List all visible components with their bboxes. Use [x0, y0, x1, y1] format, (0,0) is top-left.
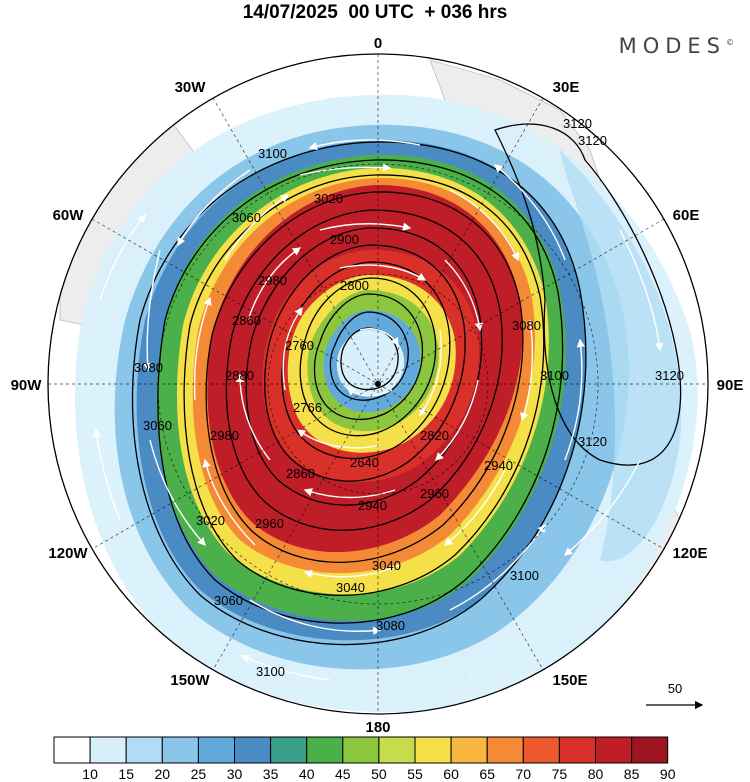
colorbar-swatch [90, 737, 126, 763]
contour-label: 2900 [330, 232, 359, 247]
lon-label-90w: 90W [11, 377, 43, 394]
contour-label: 3100 [256, 664, 285, 679]
colorbar-swatch [523, 737, 559, 763]
contour-label: 2640 [350, 455, 379, 470]
pole-marker [375, 381, 381, 387]
colorbar-label: 85 [624, 766, 640, 782]
colorbar-label: 30 [227, 766, 243, 782]
colorbar-swatch [487, 737, 523, 763]
colorbar-swatch [451, 737, 487, 763]
contour-label: 2800 [340, 278, 369, 293]
contour-label: 3100 [258, 146, 287, 161]
contour-label: 2860 [286, 466, 315, 481]
colorbar-swatch [559, 737, 595, 763]
colorbar-label: 70 [516, 766, 532, 782]
colorbar-swatch [379, 737, 415, 763]
contour-label: 3080 [376, 618, 405, 633]
contour-label: 2880 [225, 368, 254, 383]
colorbar-swatch [415, 737, 451, 763]
colorbar-label: 50 [371, 766, 387, 782]
contour-label: 2960 [420, 486, 449, 501]
contour-label: 3080 [512, 318, 541, 333]
colorbar-swatch [343, 737, 379, 763]
colorbar-label: 80 [588, 766, 604, 782]
lon-label-30e: 30E [553, 79, 580, 96]
colorbar-swatch [235, 737, 271, 763]
colorbar-label: 15 [118, 766, 134, 782]
contour-label: 3060 [214, 593, 243, 608]
lon-label-60w: 60W [53, 207, 85, 224]
colorbar-label: 60 [443, 766, 459, 782]
contour-label: 2820 [420, 428, 449, 443]
lon-label-180: 180 [365, 719, 390, 736]
colorbar: 10 15 20 25 30 35 40 45 50 55 60 65 70 75 80 85 90 [54, 737, 676, 782]
colorbar-label: 25 [191, 766, 207, 782]
contour-label: 2980 [210, 428, 239, 443]
colorbar-label: 45 [335, 766, 351, 782]
colorbar-label: 35 [263, 766, 279, 782]
contour-label: 3120 [578, 434, 607, 449]
colorbar-label: 65 [479, 766, 495, 782]
colorbar-label: 10 [82, 766, 98, 782]
contour-label: 3040 [336, 580, 365, 595]
lon-label-0: 0 [374, 35, 382, 52]
contour-label: 3120 [655, 368, 684, 383]
contour-label: 2940 [484, 458, 513, 473]
colorbar-swatch [307, 737, 343, 763]
lon-label-150w: 150W [170, 672, 210, 689]
contour-label: 2860 [232, 313, 261, 328]
lon-label-150e: 150E [552, 672, 587, 689]
reference-vector-label: 50 [668, 681, 682, 696]
lon-label-60e: 60E [673, 207, 700, 224]
colorbar-label: 75 [552, 766, 568, 782]
contour-label: 3080 [134, 360, 163, 375]
lon-label-120w: 120W [48, 545, 88, 562]
contour-label: 2960 [255, 516, 284, 531]
contour-label: 3100 [510, 568, 539, 583]
colorbar-swatch [162, 737, 198, 763]
colorbar-swatch [126, 737, 162, 763]
colorbar-swatch [198, 737, 234, 763]
contour-label: 3040 [372, 558, 401, 573]
contour-label: 2766 [293, 400, 322, 415]
contour-label: 2940 [358, 498, 387, 513]
colorbar-swatch [596, 737, 632, 763]
colorbar-label: 55 [407, 766, 423, 782]
reference-vector: 50 [646, 681, 702, 705]
contour-label: 2980 [258, 273, 287, 288]
colorbar-swatch [632, 737, 668, 763]
colorbar-label: 40 [299, 766, 315, 782]
contour-label: 2760 [285, 338, 314, 353]
contour-label: 3100 [540, 368, 569, 383]
contour-label: 3060 [232, 210, 261, 225]
lon-label-30w: 30W [175, 79, 207, 96]
contour-label: 3120 [578, 133, 607, 148]
colorbar-label: 90 [660, 766, 676, 782]
contour-label: 3060 [143, 418, 172, 433]
lon-label-120e: 120E [672, 545, 707, 562]
lon-label-90e: 90E [717, 377, 744, 394]
contour-label: 3020 [314, 191, 343, 206]
contour-label: 3020 [196, 513, 225, 528]
colorbar-swatch [271, 737, 307, 763]
colorbar-label: 20 [155, 766, 171, 782]
colorbar-swatch [54, 737, 90, 763]
contour-label: 3120 [563, 116, 592, 131]
